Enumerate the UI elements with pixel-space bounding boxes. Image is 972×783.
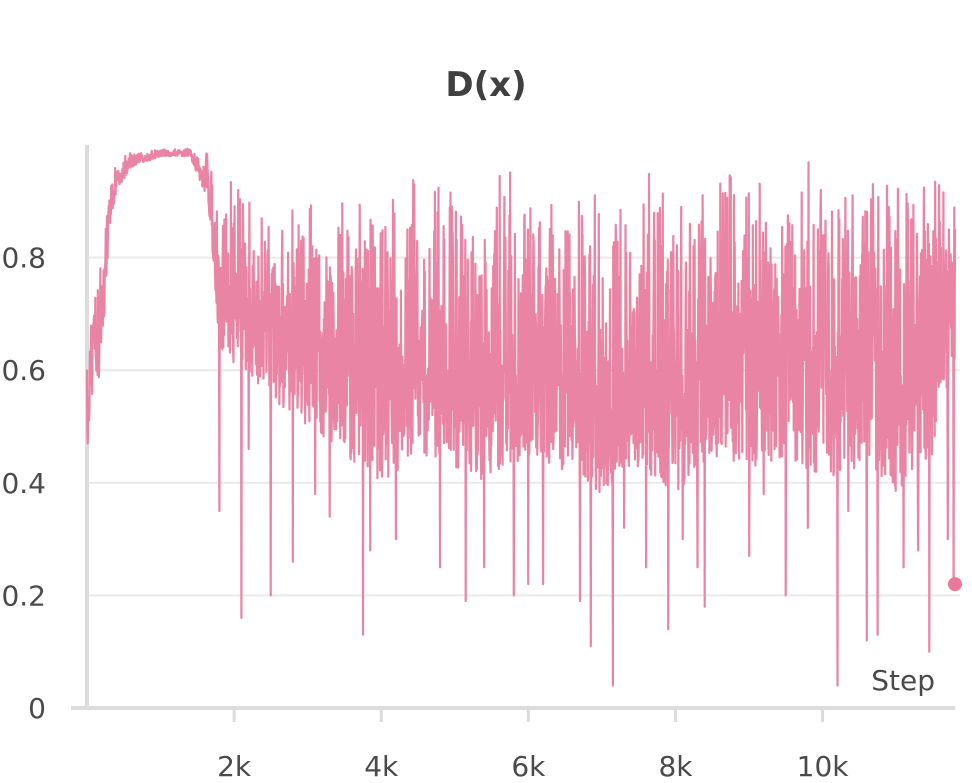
y-tick-label: 0 xyxy=(28,692,46,725)
x-tick-label: 4k xyxy=(364,750,399,783)
y-tick-label: 0.8 xyxy=(1,242,46,275)
x-tick-label: 8k xyxy=(658,750,693,783)
last-point-marker xyxy=(948,577,962,592)
tick-labels: 0 0.2 0.4 0.6 0.8 2k 4k 6k 8k 10k xyxy=(1,242,849,783)
chart-title: D(x) xyxy=(445,65,526,105)
y-tick-label: 0.6 xyxy=(1,354,46,387)
x-axis-label: Step xyxy=(871,664,935,697)
series-line xyxy=(85,147,957,687)
x-tick-label: 2k xyxy=(217,750,252,783)
x-tick-label: 6k xyxy=(511,750,546,783)
series-lines xyxy=(85,147,962,687)
y-tick-label: 0.4 xyxy=(1,467,46,500)
x-tick-label: 10k xyxy=(797,750,850,783)
y-tick-label: 0.2 xyxy=(1,579,46,612)
